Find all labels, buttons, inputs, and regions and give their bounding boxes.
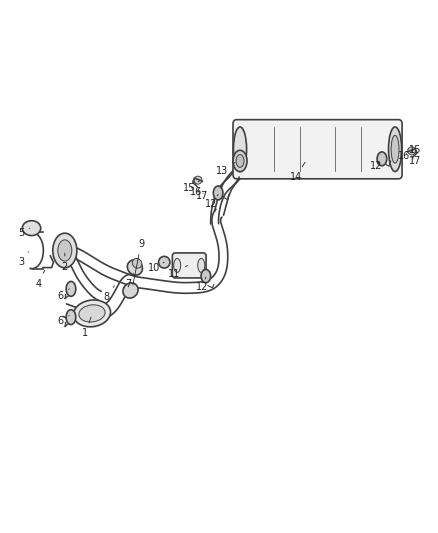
Ellipse shape — [233, 127, 247, 172]
Ellipse shape — [79, 305, 105, 322]
Text: 4: 4 — [35, 270, 45, 288]
Text: 10: 10 — [148, 262, 164, 272]
Text: 12: 12 — [205, 195, 218, 208]
Ellipse shape — [236, 155, 244, 167]
Text: 11: 11 — [168, 265, 187, 279]
Text: 16: 16 — [398, 151, 410, 160]
Text: 12: 12 — [196, 277, 208, 292]
Text: 16: 16 — [190, 187, 202, 197]
Ellipse shape — [194, 176, 202, 184]
Ellipse shape — [213, 186, 223, 200]
Ellipse shape — [74, 300, 110, 327]
FancyBboxPatch shape — [233, 120, 402, 179]
Text: 7: 7 — [125, 273, 134, 288]
Text: 15: 15 — [183, 181, 199, 192]
Text: 12: 12 — [370, 161, 382, 171]
Text: 6: 6 — [57, 316, 69, 326]
Ellipse shape — [408, 147, 416, 155]
FancyBboxPatch shape — [172, 253, 206, 278]
Text: 17: 17 — [196, 191, 208, 201]
Text: 9: 9 — [133, 239, 144, 285]
Text: 2: 2 — [62, 253, 68, 271]
Ellipse shape — [22, 221, 41, 236]
Text: 5: 5 — [18, 228, 30, 238]
Text: 14: 14 — [290, 162, 305, 182]
Ellipse shape — [201, 269, 211, 282]
Ellipse shape — [66, 281, 76, 296]
Ellipse shape — [53, 233, 77, 268]
Text: 6: 6 — [57, 289, 69, 301]
Text: 8: 8 — [103, 286, 114, 302]
Ellipse shape — [123, 283, 138, 298]
Ellipse shape — [233, 150, 247, 172]
Ellipse shape — [198, 259, 205, 272]
Ellipse shape — [132, 259, 142, 268]
Text: 1: 1 — [82, 317, 91, 338]
Ellipse shape — [391, 135, 399, 163]
Ellipse shape — [159, 256, 170, 268]
Text: 3: 3 — [18, 252, 28, 267]
Ellipse shape — [58, 240, 72, 261]
Text: 17: 17 — [409, 156, 421, 166]
Ellipse shape — [127, 260, 142, 275]
Text: 13: 13 — [216, 163, 235, 175]
Ellipse shape — [66, 310, 76, 325]
Text: 15: 15 — [409, 146, 421, 155]
Ellipse shape — [377, 152, 387, 166]
Ellipse shape — [173, 259, 180, 272]
Ellipse shape — [389, 127, 402, 172]
